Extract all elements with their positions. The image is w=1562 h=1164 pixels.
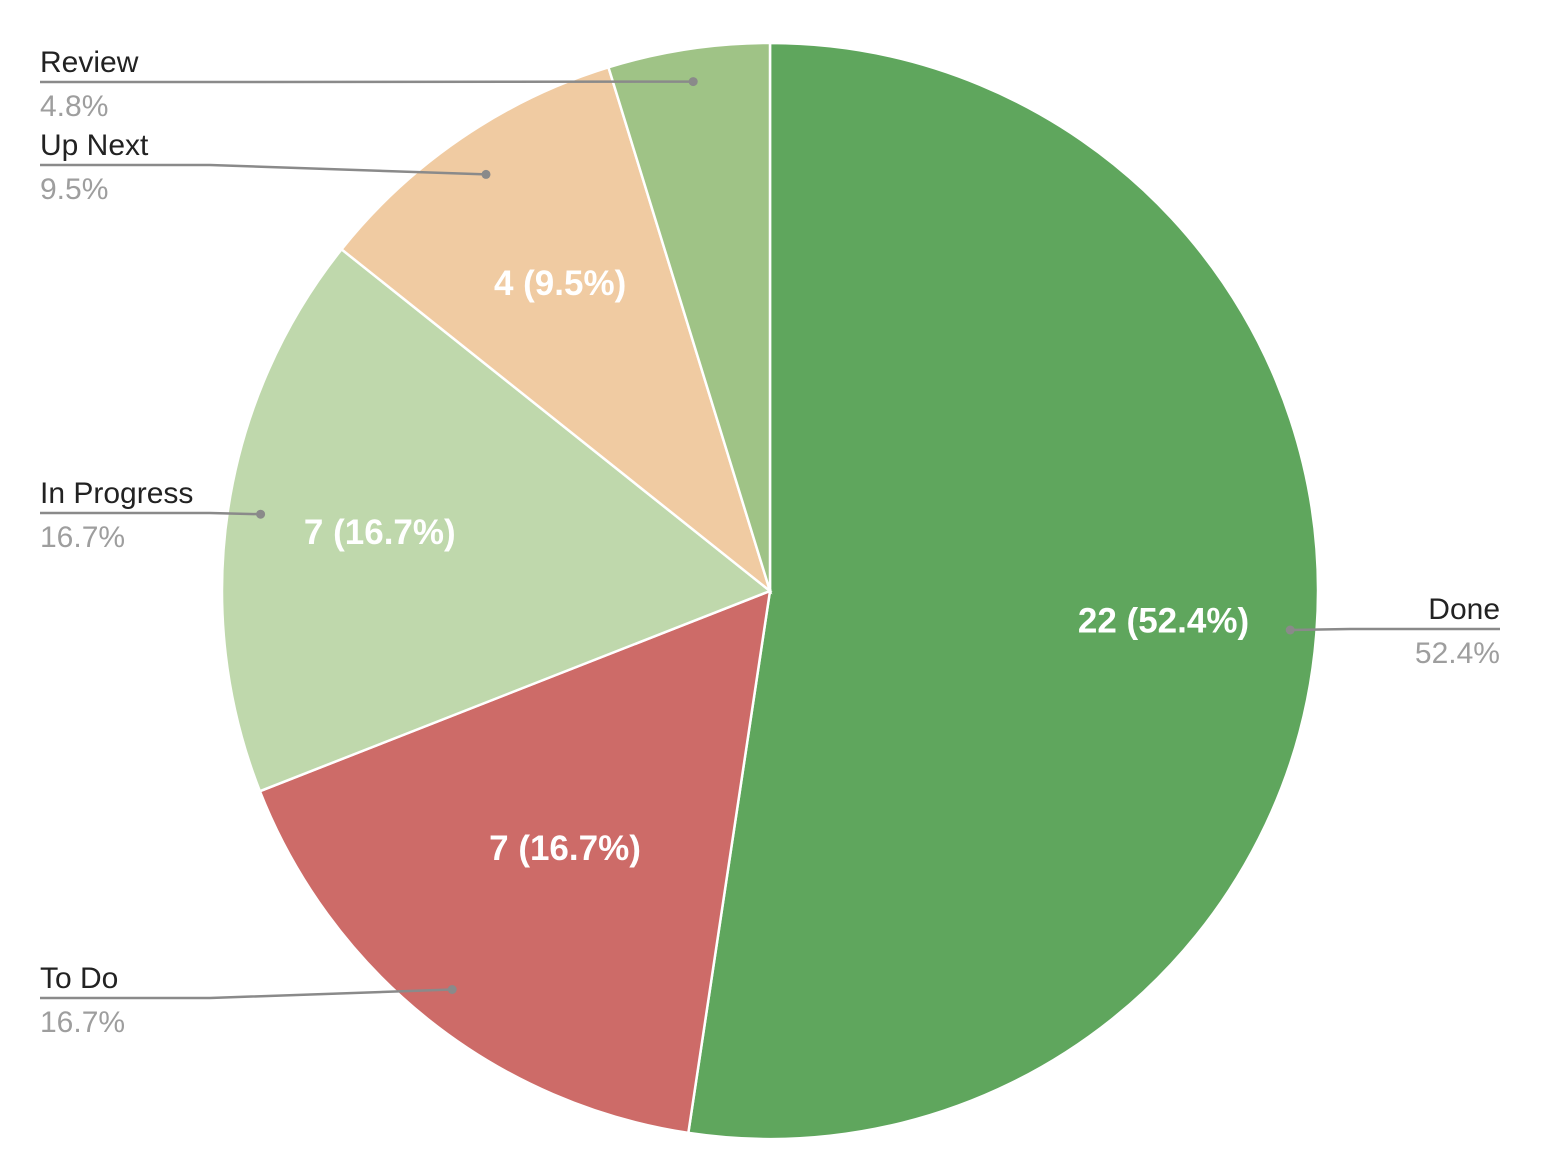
leader-dot-done bbox=[1285, 625, 1295, 635]
leader-dot-to-do bbox=[447, 985, 457, 994]
legend-name-up-next: Up Next bbox=[40, 129, 149, 162]
pie-slice-in-progress bbox=[220, 247, 773, 793]
pie-slice-up-next bbox=[339, 65, 773, 595]
leader-dot-review bbox=[688, 77, 698, 87]
leader-dot-in-progress bbox=[256, 509, 266, 519]
slice-label-up-next: 4 (9.5%) bbox=[494, 264, 626, 303]
pie-slice-labels: 22 (52.4%) 7 (16.7%) 7 (16.7%) 4 (9.5%) bbox=[304, 264, 1249, 868]
leader-line-up-next bbox=[40, 163, 487, 176]
legend-percent-in-progress: 16.7% bbox=[40, 521, 125, 554]
legend-name-in-progress: In Progress bbox=[40, 477, 193, 510]
slice-label-in-progress: 7 (16.7%) bbox=[304, 513, 456, 552]
leader-line-to-do bbox=[40, 988, 453, 1000]
legend-percent-to-do: 16.7% bbox=[40, 1006, 125, 1039]
legend-name-to-do: To Do bbox=[40, 962, 118, 995]
pie-slices bbox=[220, 41, 1320, 1141]
legend-name-done: Done bbox=[1428, 593, 1500, 626]
leader-line-done bbox=[1290, 627, 1500, 632]
pie-slice-to-do bbox=[258, 589, 772, 1135]
legend-percent-review: 4.8% bbox=[40, 90, 108, 123]
legend-labels: Done 52.4% To Do 16.7% In Progress 16.7% Up Ne… bbox=[40, 46, 1500, 1039]
leader-dot-up-next bbox=[481, 169, 491, 179]
slice-label-to-do: 7 (16.7%) bbox=[489, 829, 641, 868]
legend-name-review: Review bbox=[40, 46, 139, 79]
pie-slice-done bbox=[686, 41, 1320, 1141]
slice-label-done: 22 (52.4%) bbox=[1078, 602, 1249, 641]
legend-leader-lines bbox=[40, 77, 1500, 1000]
leader-line-in-progress bbox=[40, 511, 261, 516]
pie-slice-review bbox=[606, 41, 772, 592]
legend-percent-done: 52.4% bbox=[1415, 637, 1500, 670]
legend-percent-up-next: 9.5% bbox=[40, 173, 108, 206]
